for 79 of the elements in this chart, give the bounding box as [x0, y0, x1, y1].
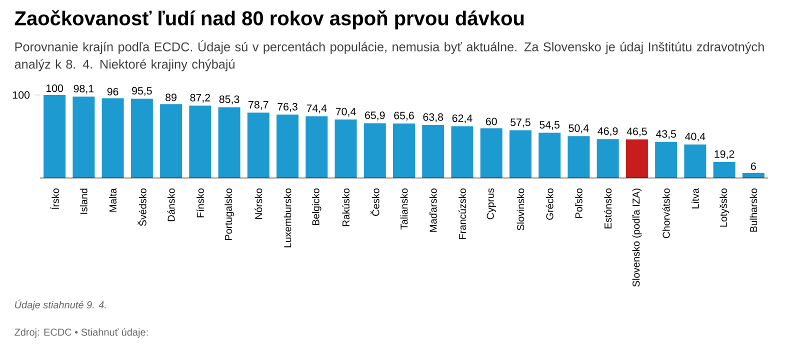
bar — [568, 136, 590, 178]
bar — [451, 126, 474, 178]
x-tick-label: Bulharsko — [750, 188, 758, 232]
x-tick-label: Belgicko — [312, 188, 322, 226]
data-label: 46,9 — [598, 127, 618, 136]
x-tick-label: Poľsko — [575, 188, 582, 218]
data-label: 62,4 — [452, 114, 472, 124]
x-tick-label: Litva — [692, 188, 699, 208]
bar — [160, 104, 182, 178]
bar — [130, 98, 153, 178]
data-label: 85,3 — [219, 95, 240, 104]
data-label: 65,9 — [365, 112, 385, 120]
data-label: 40,4 — [685, 132, 706, 142]
bar — [306, 116, 328, 178]
data-label: 19,2 — [714, 150, 734, 160]
bar — [334, 120, 357, 178]
x-tick-label: Slovinsko — [516, 188, 524, 230]
data-label: 43,5 — [656, 130, 676, 139]
bar — [218, 107, 240, 178]
bar — [44, 94, 66, 178]
data-label: 63,8 — [423, 113, 444, 122]
x-tick-label: Fínsko — [196, 188, 204, 218]
data-label: 100 — [12, 91, 30, 99]
x-tick-label: Portugalsko — [224, 188, 234, 240]
data-label: 78,7 — [248, 100, 268, 110]
x-tick-label: Cyprus — [486, 188, 496, 220]
bar — [742, 173, 764, 178]
x-tick-label: Rakúsko — [342, 188, 350, 226]
data-label: 89 — [166, 94, 176, 102]
x-tick-label: Maďarsko — [429, 188, 437, 232]
bar — [538, 132, 561, 178]
x-tick-label: Taliansko — [400, 188, 408, 230]
bar — [364, 123, 386, 178]
bar — [655, 142, 678, 178]
data-label: 57,5 — [510, 118, 530, 128]
x-tick-label: Island — [80, 188, 88, 214]
data-label: 98,1 — [74, 84, 94, 94]
x-tick-label: Slovensko (podľa IZA) — [632, 188, 642, 287]
bar — [684, 144, 706, 178]
bar — [247, 112, 270, 178]
text: Údaje stiahnuté 9. 4. — [15, 300, 106, 310]
bar — [480, 128, 502, 178]
text: Zdroj: ECDC • Stiahnuť údaje: — [14, 328, 148, 338]
x-tick-label: Estónsko — [604, 188, 612, 228]
x-tick-label: Francúzsko — [458, 188, 466, 239]
bar — [626, 139, 648, 178]
bar — [422, 125, 444, 178]
data-label: 46,5 — [626, 128, 647, 136]
chart-subtitle: Porovnanie krajín podľa ECDC. Údaje sú v percentách populácie, nemusia byť aktuálne. Za Slovensko je údaj Inštitútu zdravotných analýz k 8. 4. Niektoré krajiny chýbajú — [14, 40, 764, 72]
data-label: 87,2 — [190, 94, 210, 103]
bar — [102, 98, 124, 178]
chart-title: Zaočkovanosť ľudí nad 80 rokov aspoň prvou dávkou — [14, 10, 524, 30]
x-tick-label: Švédsko — [138, 188, 146, 226]
bar — [72, 96, 95, 178]
data-label: 50,4 — [568, 124, 589, 134]
bar — [393, 124, 415, 178]
x-tick-label: Írsko — [50, 188, 59, 210]
x-tick-label: Chorvátsko — [662, 188, 670, 238]
data-label: 76,3 — [278, 102, 298, 112]
bar — [276, 114, 299, 178]
data-label: 65,6 — [394, 112, 414, 121]
x-tick-label: Nórsko — [254, 188, 262, 219]
bar — [596, 139, 619, 178]
x-tick-label: Grécko — [546, 188, 554, 220]
bar — [713, 162, 736, 178]
data-label: 54,5 — [540, 121, 560, 130]
bar — [189, 106, 212, 178]
data-label: 6 — [751, 162, 756, 170]
x-tick-label: Lotyšsko — [720, 188, 729, 227]
x-tick-label: Dánsko — [167, 188, 175, 222]
x-tick-label: Česko — [370, 188, 380, 216]
data-label: 70,4 — [336, 108, 356, 117]
data-label: 74,4 — [306, 104, 327, 114]
x-tick-label: Malta — [109, 188, 116, 212]
bar — [509, 130, 532, 178]
data-label: 96 — [107, 88, 118, 96]
x-tick-label: Luxembursko — [284, 188, 292, 248]
data-label: 60 — [486, 118, 497, 126]
data-label: 95,5 — [132, 86, 152, 96]
